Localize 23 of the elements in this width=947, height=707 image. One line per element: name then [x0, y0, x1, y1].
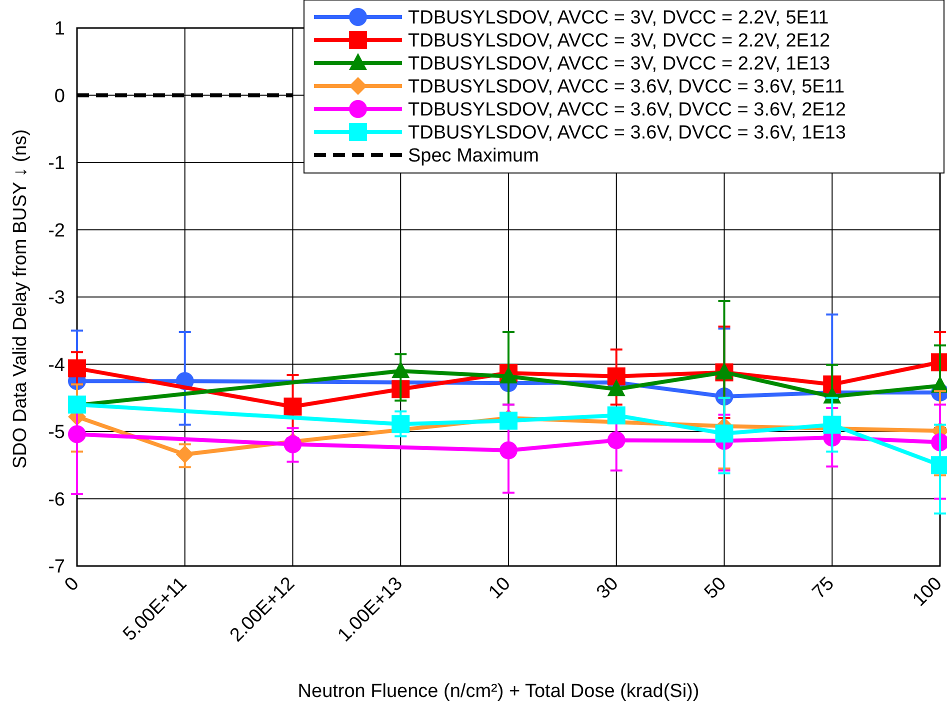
y-tick-label: -1: [48, 153, 65, 174]
y-tick-label: -5: [48, 422, 65, 444]
legend-label: TDBUSYLSDOV, AVCC = 3.6V, DVCC = 3.6V, 1E13: [408, 122, 846, 144]
legend-label: Spec Maximum: [408, 146, 539, 167]
x-axis-title: Neutron Fluence (n/cm²) + Total Dose (krad(Si)): [298, 681, 700, 702]
y-tick-label: -4: [48, 354, 66, 376]
legend-label: TDBUSYLSDOV, AVCC = 3V, DVCC = 2.2V, 1E13: [408, 54, 830, 75]
legend-label: TDBUSYLSDOV, AVCC = 3V, DVCC = 2.2V, 2E12: [408, 30, 830, 52]
y-tick-label: -6: [48, 489, 65, 510]
y-tick-label: 1: [54, 18, 65, 40]
x-tick-label: 50: [700, 573, 730, 604]
x-tick-label: 75: [808, 573, 838, 604]
legend-label: TDBUSYLSDOV, AVCC = 3V, DVCC = 2.2V, 5E11: [408, 8, 829, 29]
y-tick-label: -2: [48, 220, 65, 242]
legend-label: TDBUSYLSDOV, AVCC = 3.6V, DVCC = 3.6V, 5E11: [408, 76, 845, 98]
x-tick-label: 30: [592, 573, 623, 604]
y-tick-label: -7: [48, 556, 65, 578]
y-tick-label: -3: [48, 288, 65, 309]
x-tick-label: 10: [484, 573, 515, 604]
x-tick-label: 100: [908, 573, 946, 611]
y-axis-title: SDO Data Valid Delay from BUSY ↓ (ns): [10, 129, 31, 469]
y-tick-label: 0: [54, 86, 65, 107]
legend-label: TDBUSYLSDOV, AVCC = 3.6V, DVCC = 3.6V, 2E12: [408, 100, 846, 121]
